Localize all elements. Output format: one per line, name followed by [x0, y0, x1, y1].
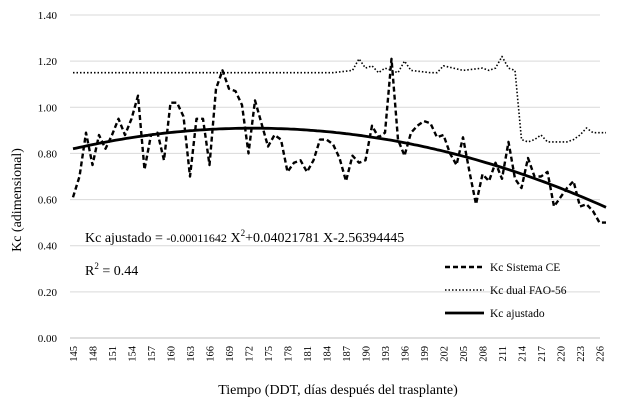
y-axis-title: Kc (adimensional) — [10, 148, 25, 252]
x-tick-label: 190 — [362, 346, 373, 362]
series-line-kc-dual-fao-56 — [73, 55, 606, 143]
legend-label: Kc dual FAO-56 — [490, 285, 567, 297]
x-tick-label: 172 — [245, 346, 256, 362]
x-tick-label: 148 — [89, 346, 100, 362]
x-tick-label: 157 — [147, 346, 158, 362]
series-line-kc-sistema-ce — [71, 57, 606, 224]
x-tick-label: 154 — [128, 345, 139, 362]
x-tick-label: 223 — [576, 346, 587, 362]
x-tick-label: 169 — [225, 346, 236, 362]
legend: Kc Sistema CE Kc dual FAO-56 Kc ajustado — [445, 262, 567, 320]
y-tick-label: 0.60 — [38, 195, 58, 207]
x-tick-label: 181 — [303, 346, 314, 362]
x-tick-label: 145 — [69, 346, 80, 362]
x-tick-label: 160 — [167, 346, 178, 362]
x-tick-label: 184 — [323, 345, 334, 362]
y-tick-label: 0.20 — [38, 287, 58, 299]
y-tick-label: 1.00 — [38, 102, 58, 114]
x-tick-label: 151 — [108, 346, 119, 362]
x-tick-label: 175 — [264, 346, 275, 362]
equation-annotation: Kc ajustado = -0.00011642 X2+0.04021781 … — [85, 228, 404, 246]
x-tick-label: 220 — [557, 346, 568, 362]
r-squared-annotation: R2 = 0.44 — [85, 261, 138, 279]
x-tick-label: 211 — [498, 346, 509, 361]
x-tick-label: 178 — [284, 346, 295, 362]
y-tick-label: 0.40 — [38, 241, 58, 253]
x-tick-label: 202 — [440, 346, 451, 362]
x-tick-label: 196 — [401, 346, 412, 362]
x-tick-label: 199 — [420, 346, 431, 362]
y-tick-label: 0.00 — [38, 333, 58, 345]
x-tick-label: 193 — [381, 346, 392, 362]
x-tick-label: 208 — [479, 346, 490, 362]
series-group — [71, 55, 607, 224]
series-line-kc-ajustado — [72, 126, 607, 209]
y-tick-label: 1.40 — [38, 10, 58, 22]
x-tick-label: 214 — [518, 345, 529, 362]
x-tick-label: 205 — [459, 346, 470, 362]
x-tick-label: 163 — [186, 346, 197, 362]
x-axis-ticks: 145 148 151 154 157 160 163 166 169 172 175 178 181 1… — [69, 345, 607, 362]
x-tick-label: 226 — [596, 346, 607, 362]
x-tick-label: 166 — [206, 346, 217, 362]
y-axis-ticks: 0.00 0.20 0.40 0.60 0.80 1.00 1.20 1.40 — [38, 10, 58, 345]
legend-label: Kc Sistema CE — [490, 262, 560, 274]
legend-label: Kc ajustado — [490, 308, 545, 320]
x-axis-title: Tiempo (DDT, días después del trasplante… — [218, 383, 458, 398]
y-tick-label: 1.20 — [38, 56, 58, 68]
y-tick-label: 0.80 — [38, 148, 58, 160]
x-tick-label: 187 — [342, 346, 353, 362]
gridlines — [70, 14, 600, 293]
x-tick-label: 217 — [537, 346, 548, 362]
